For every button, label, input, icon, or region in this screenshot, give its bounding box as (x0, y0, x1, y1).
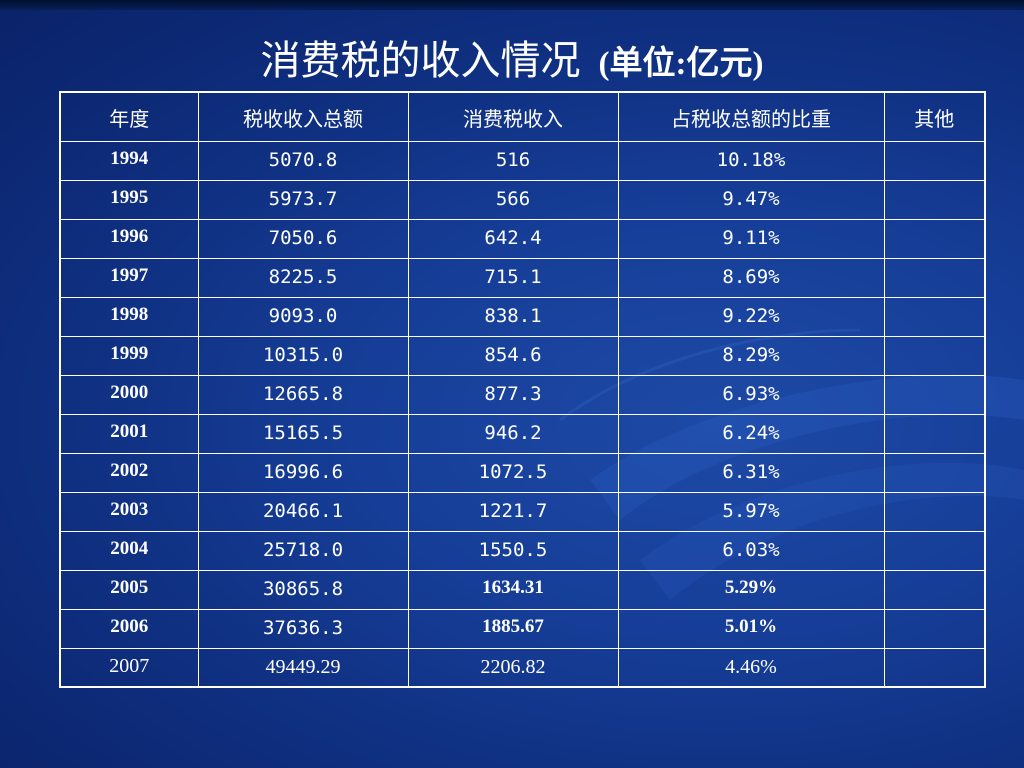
cell-share: 5.97% (617, 491, 885, 532)
table-row: 2004 25718.0 1550.5 6.03% (59, 530, 986, 571)
table-row: 1998 9093.0 838.1 9.22% (59, 296, 986, 337)
cell-consumption-tax: 516 (407, 140, 619, 181)
cell-other (883, 608, 986, 649)
cell-total-tax: 12665.8 (197, 374, 409, 415)
cell-consumption-tax: 2206.82 (407, 647, 619, 688)
cell-other (883, 491, 986, 532)
table-row: 1997 8225.5 715.1 8.69% (59, 257, 986, 298)
cell-other (883, 140, 986, 181)
cell-year: 1996 (59, 218, 199, 259)
cell-share: 6.03% (617, 530, 885, 571)
header-other: 其他 (883, 91, 986, 142)
cell-other (883, 374, 986, 415)
cell-consumption-tax: 838.1 (407, 296, 619, 337)
cell-year: 2001 (59, 413, 199, 454)
table-row: 2005 30865.8 1634.31 5.29% (59, 569, 986, 610)
table-header-row: 年度 税收收入总额 消费税收入 占税收总额的比重 其他 (59, 91, 986, 142)
cell-consumption-tax: 946.2 (407, 413, 619, 454)
cell-consumption-tax: 1634.31 (407, 569, 619, 610)
cell-share: 8.69% (617, 257, 885, 298)
table-row: 2000 12665.8 877.3 6.93% (59, 374, 986, 415)
slide-title-main: 消费税的收入情况 (260, 38, 581, 84)
cell-consumption-tax: 877.3 (407, 374, 619, 415)
cell-year: 2005 (59, 569, 199, 610)
cell-total-tax: 5070.8 (197, 140, 409, 181)
cell-total-tax: 9093.0 (197, 296, 409, 337)
cell-other (883, 647, 986, 688)
cell-consumption-tax: 1072.5 (407, 452, 619, 493)
cell-share: 9.22% (617, 296, 885, 337)
cell-share: 4.46% (617, 647, 885, 688)
header-year: 年度 (59, 91, 199, 142)
cell-other (883, 218, 986, 259)
cell-year: 1994 (59, 140, 199, 181)
cell-consumption-tax: 715.1 (407, 257, 619, 298)
cell-other (883, 569, 986, 610)
cell-consumption-tax: 1221.7 (407, 491, 619, 532)
header-share-of-total: 占税收总额的比重 (617, 91, 885, 142)
cell-year: 2002 (59, 452, 199, 493)
cell-other (883, 530, 986, 571)
cell-share: 5.01% (617, 608, 885, 649)
cell-share: 6.24% (617, 413, 885, 454)
header-total-tax-revenue: 税收收入总额 (197, 91, 409, 142)
cell-total-tax: 16996.6 (197, 452, 409, 493)
cell-total-tax: 49449.29 (197, 647, 409, 688)
cell-year: 1999 (59, 335, 199, 376)
cell-share: 5.29% (617, 569, 885, 610)
cell-year: 2003 (59, 491, 199, 532)
cell-total-tax: 30865.8 (197, 569, 409, 610)
consumption-tax-table: 年度 税收收入总额 消费税收入 占税收总额的比重 其他 1994 5070.8 … (59, 91, 986, 688)
cell-year: 2007 (59, 647, 199, 688)
table-row: 1994 5070.8 516 10.18% (59, 140, 986, 181)
cell-year: 2000 (59, 374, 199, 415)
cell-total-tax: 8225.5 (197, 257, 409, 298)
slide-top-band (0, 0, 1024, 10)
cell-total-tax: 5973.7 (197, 179, 409, 220)
cell-total-tax: 20466.1 (197, 491, 409, 532)
cell-total-tax: 37636.3 (197, 608, 409, 649)
cell-other (883, 179, 986, 220)
cell-total-tax: 7050.6 (197, 218, 409, 259)
cell-consumption-tax: 566 (407, 179, 619, 220)
cell-share: 9.47% (617, 179, 885, 220)
cell-share: 10.18% (617, 140, 885, 181)
header-consumption-tax-revenue: 消费税收入 (407, 91, 619, 142)
table-row: 2002 16996.6 1072.5 6.31% (59, 452, 986, 493)
cell-other (883, 413, 986, 454)
table-row: 1995 5973.7 566 9.47% (59, 179, 986, 220)
table-row: 2006 37636.3 1885.67 5.01% (59, 608, 986, 649)
table-row: 2007 49449.29 2206.82 4.46% (59, 647, 986, 688)
cell-share: 8.29% (617, 335, 885, 376)
cell-year: 2004 (59, 530, 199, 571)
slide-title-unit: (单位:亿元) (598, 46, 764, 82)
cell-other (883, 335, 986, 376)
cell-consumption-tax: 1550.5 (407, 530, 619, 571)
slide-title: 消费税的收入情况 (单位:亿元) (0, 28, 1024, 86)
cell-consumption-tax: 642.4 (407, 218, 619, 259)
table-row: 1996 7050.6 642.4 9.11% (59, 218, 986, 259)
cell-consumption-tax: 1885.67 (407, 608, 619, 649)
cell-total-tax: 15165.5 (197, 413, 409, 454)
cell-consumption-tax: 854.6 (407, 335, 619, 376)
cell-year: 1995 (59, 179, 199, 220)
table-row: 1999 10315.0 854.6 8.29% (59, 335, 986, 376)
cell-year: 2006 (59, 608, 199, 649)
table-row: 2003 20466.1 1221.7 5.97% (59, 491, 986, 532)
cell-other (883, 257, 986, 298)
cell-other (883, 452, 986, 493)
cell-share: 9.11% (617, 218, 885, 259)
table-row: 2001 15165.5 946.2 6.24% (59, 413, 986, 454)
cell-total-tax: 10315.0 (197, 335, 409, 376)
cell-share: 6.31% (617, 452, 885, 493)
cell-year: 1998 (59, 296, 199, 337)
cell-year: 1997 (59, 257, 199, 298)
cell-other (883, 296, 986, 337)
cell-share: 6.93% (617, 374, 885, 415)
cell-total-tax: 25718.0 (197, 530, 409, 571)
